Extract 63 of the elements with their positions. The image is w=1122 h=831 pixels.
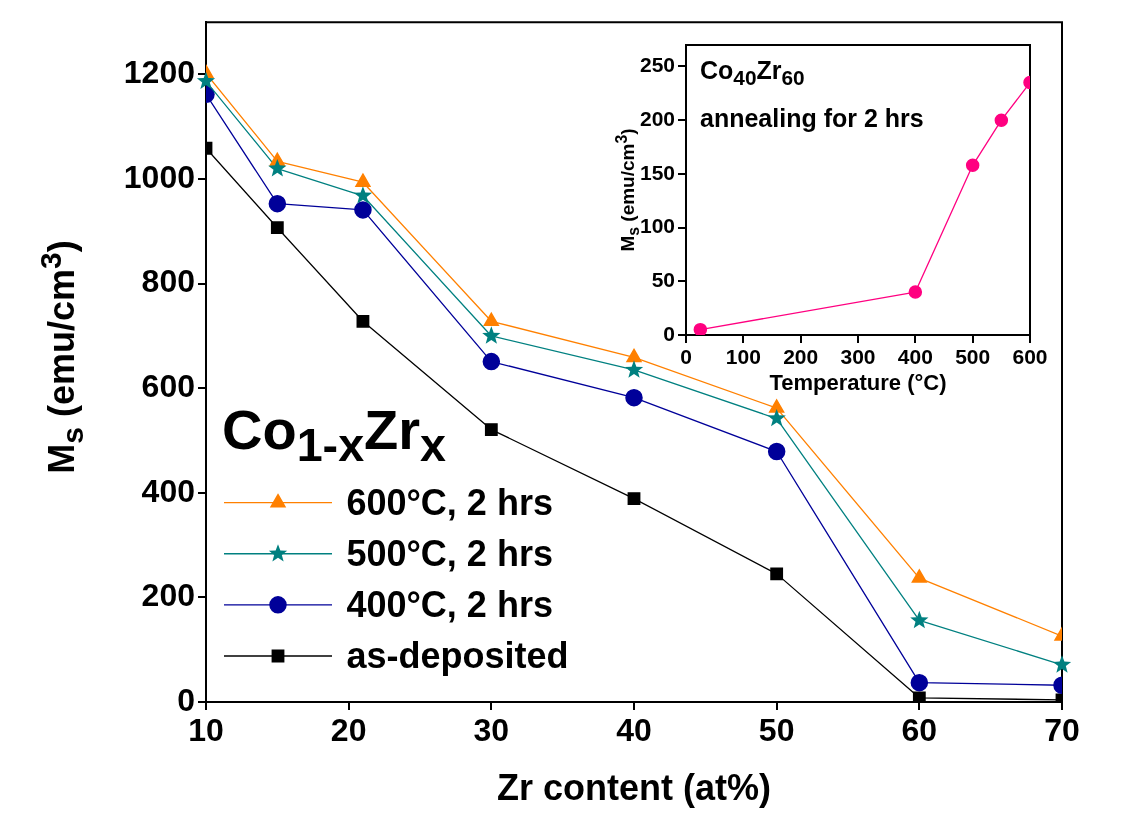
x-tick-label: 300 [840, 345, 876, 369]
x-tick-label: 60 [901, 712, 938, 749]
y-tick-label: 1000 [123, 158, 195, 195]
point [910, 673, 929, 692]
y-tick-label: 100 [639, 214, 675, 238]
point [768, 399, 785, 413]
point [767, 408, 786, 427]
annotation: annealing for 2 hrs [700, 104, 924, 132]
point [268, 194, 287, 213]
point [355, 173, 371, 187]
point [911, 569, 928, 583]
x-tick-label: 30 [473, 712, 510, 749]
point [625, 388, 643, 407]
point [626, 348, 642, 363]
point [270, 221, 284, 235]
point [268, 159, 287, 177]
point [482, 352, 501, 371]
x-axis-title: Temperature (°C) [768, 370, 948, 395]
x-tick-label: 400 [897, 345, 933, 369]
y-tick-label: 200 [141, 577, 195, 614]
y-tick-label: 0 [663, 321, 675, 345]
x-tick-label: 200 [783, 345, 819, 369]
point [910, 610, 929, 629]
legend-label: 500°C, 2 hrs [346, 532, 553, 574]
y-tick-label: 800 [141, 263, 195, 300]
annotation: Co$_{40}$Zr$_{60}$ [700, 56, 805, 89]
y-tick-label: 600 [141, 368, 195, 405]
point [354, 201, 372, 219]
point [770, 567, 784, 581]
x-tick-label: 40 [616, 712, 652, 749]
point [994, 113, 1009, 127]
y-tick-label: 200 [639, 106, 675, 130]
point [1052, 655, 1072, 673]
x-tick-label: 100 [725, 345, 761, 369]
point [624, 360, 644, 378]
annotation: Co$_{1-x}$Zr$_{x}$ [222, 398, 447, 472]
y-tick-label: 250 [639, 53, 675, 77]
point [908, 285, 923, 299]
x-tick-label: 70 [1044, 712, 1080, 749]
y-tick-label: 150 [639, 160, 675, 184]
point [482, 326, 501, 344]
x-tick-label: 0 [680, 345, 692, 369]
point [767, 442, 786, 461]
point [196, 71, 216, 90]
point [693, 322, 708, 335]
x-tick-label: 50 [758, 712, 795, 749]
x-axis-title: Zr content (at%) [496, 767, 772, 808]
x-tick-label: 500 [955, 345, 991, 369]
point [356, 314, 370, 328]
x-tick-label: 20 [330, 712, 367, 749]
y-tick-label: 50 [651, 268, 675, 292]
point [484, 423, 498, 436]
legend-label: 400°C, 2 hrs [346, 583, 553, 625]
point [353, 186, 373, 204]
point [483, 312, 500, 327]
y-tick-label: 1200 [123, 54, 195, 91]
point [965, 158, 980, 173]
y-tick-label: 400 [141, 472, 195, 509]
legend-label: as-deposited [346, 634, 569, 676]
point [627, 492, 641, 505]
point [912, 691, 926, 702]
x-tick-label: 600 [1012, 345, 1048, 369]
legend-label: 600°C, 2 hrs [346, 481, 553, 523]
